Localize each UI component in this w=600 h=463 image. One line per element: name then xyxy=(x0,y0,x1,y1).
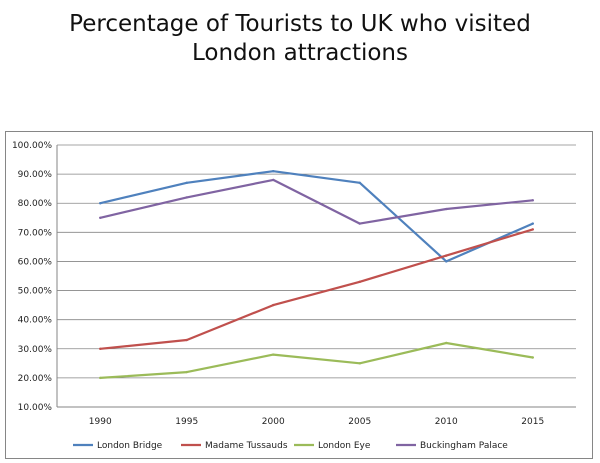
data-point-buckingham-palace xyxy=(185,196,188,199)
data-point-buckingham-palace xyxy=(445,207,448,211)
data-point-london-bridge xyxy=(531,222,534,225)
y-tick-label: 100.00% xyxy=(12,141,52,151)
data-point-london-bridge xyxy=(358,181,361,185)
legend: London Bridge Madame Tussauds London Eye Bu… xyxy=(73,441,508,451)
series-line-madame-tussauds xyxy=(99,228,534,350)
data-point-buckingham-palace xyxy=(99,216,102,219)
legend-label-london-eye: London Eye xyxy=(318,441,371,451)
data-point-london-bridge xyxy=(272,170,275,173)
data-point-london-eye xyxy=(99,376,102,380)
series-line-buckingham-palace xyxy=(99,178,534,225)
x-tick-label: 1995 xyxy=(175,417,198,427)
legend-label-buckingham-palace: Buckingham Palace xyxy=(420,441,508,451)
data-point-london-eye xyxy=(531,356,534,359)
data-point-london-bridge xyxy=(445,260,448,263)
x-tick-label: 2010 xyxy=(435,417,458,427)
series-line-london-eye xyxy=(99,341,534,379)
y-tick-label: 10.00% xyxy=(18,403,53,413)
data-point-london-eye xyxy=(445,341,448,345)
data-point-london-eye xyxy=(358,362,361,365)
y-tick-label: 50.00% xyxy=(18,287,53,297)
data-point-madame-tussauds xyxy=(185,338,188,342)
y-tick-label: 40.00% xyxy=(18,316,53,326)
chart-title-line-1: Percentage of Tourists to UK who visited xyxy=(69,11,531,37)
y-tick-label: 30.00% xyxy=(18,345,53,355)
chart-area xyxy=(5,131,593,459)
y-tick-label: 60.00% xyxy=(18,257,53,267)
data-point-madame-tussauds xyxy=(99,347,102,350)
data-point-madame-tussauds xyxy=(531,228,534,231)
data-point-london-eye xyxy=(185,370,188,374)
data-point-buckingham-palace xyxy=(531,199,534,202)
data-point-madame-tussauds xyxy=(272,303,275,307)
legend-label-madame-tussauds: Madame Tussauds xyxy=(205,441,288,451)
series-line-london-bridge xyxy=(99,170,534,263)
x-tick-label: 1990 xyxy=(89,417,112,427)
data-point-buckingham-palace xyxy=(358,222,361,225)
y-tick-label: 70.00% xyxy=(18,228,53,238)
x-tick-label: 2015 xyxy=(521,417,544,427)
data-point-london-bridge xyxy=(185,181,188,185)
legend-label-london-bridge: London Bridge xyxy=(97,441,163,451)
data-point-madame-tussauds xyxy=(358,280,361,284)
y-tick-label: 80.00% xyxy=(18,199,53,209)
gridlines xyxy=(57,144,576,379)
chart-title: Percentage of Tourists to UK who visited… xyxy=(0,10,600,68)
axes: 10.00% 20.00% 30.00% 40.00% 50.00% 60.00% 70.0… xyxy=(12,141,576,427)
data-point-buckingham-palace xyxy=(272,178,275,182)
data-point-london-bridge xyxy=(99,202,102,205)
series-lines xyxy=(99,170,534,380)
data-point-london-eye xyxy=(272,353,275,356)
y-tick-label: 90.00% xyxy=(18,170,53,180)
x-tick-label: 2000 xyxy=(262,417,285,427)
data-point-madame-tussauds xyxy=(445,254,448,257)
x-tick-label: 2005 xyxy=(348,417,371,427)
y-tick-label: 20.00% xyxy=(18,374,53,384)
chart-title-line-2: London attractions xyxy=(192,40,408,66)
